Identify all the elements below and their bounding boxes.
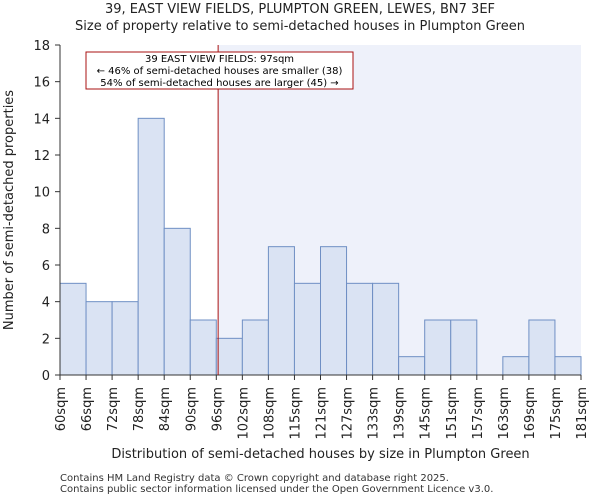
bar-145sqm: [424, 319, 452, 376]
x-tick-label: 181sqm: [575, 387, 590, 440]
bar-115sqm: [293, 282, 322, 376]
chart-title: 39, EAST VIEW FIELDS, PLUMPTON GREEN, LE…: [104, 2, 496, 17]
x-tick-label: 108sqm: [262, 387, 277, 440]
bar-72sqm: [111, 301, 139, 376]
x-tick-label: 163sqm: [497, 387, 512, 440]
x-tick-label: 66sqm: [80, 387, 95, 431]
y-tick-label: 0: [42, 369, 50, 384]
x-tick-label: 145sqm: [419, 387, 434, 440]
annotation-line-3: 54% of semi-detached houses are larger (…: [100, 78, 338, 89]
bar-163sqm: [502, 356, 530, 376]
x-tick-label: 121sqm: [315, 387, 330, 440]
y-tick-label: 6: [42, 259, 50, 274]
y-tick-label: 14: [33, 112, 50, 127]
x-tick-label: 151sqm: [445, 387, 460, 440]
footer-line-2: Contains public sector information licen…: [60, 484, 494, 495]
x-tick-label: 175sqm: [549, 387, 564, 440]
annotation-line-2: ← 46% of semi-detached houses are smalle…: [97, 66, 343, 77]
bar-66sqm: [85, 301, 113, 376]
x-tick-label: 139sqm: [393, 387, 408, 440]
bar-96sqm: [215, 337, 243, 376]
x-tick-label: 157sqm: [471, 387, 486, 440]
y-tick-label: 18: [33, 39, 50, 54]
x-tick-label: 90sqm: [184, 387, 199, 431]
bar-151sqm: [450, 319, 478, 376]
annotation-line-1: 39 EAST VIEW FIELDS: 97sqm: [145, 54, 294, 65]
y-axis-label: Number of semi-detached properties: [2, 90, 17, 330]
y-tick-label: 12: [33, 149, 50, 164]
x-tick-label: 127sqm: [341, 387, 356, 440]
bar-121sqm: [320, 246, 348, 376]
bar-102sqm: [241, 319, 269, 376]
x-tick-label: 96sqm: [210, 387, 225, 431]
annotation-box: [85, 51, 354, 90]
x-tick-label: 60sqm: [54, 387, 69, 431]
y-tick-label: 2: [42, 332, 50, 347]
y-tick-label: 10: [33, 186, 50, 201]
bar-90sqm: [189, 319, 217, 376]
x-tick-label: 78sqm: [132, 387, 147, 431]
bar-108sqm: [267, 246, 295, 376]
y-tick-label: 16: [33, 76, 50, 91]
bar-175sqm: [554, 356, 582, 376]
x-tick-label: 133sqm: [367, 387, 382, 440]
bar-133sqm: [372, 282, 400, 376]
x-tick-label: 102sqm: [236, 387, 251, 440]
y-tick-label: 8: [42, 222, 50, 237]
bar-139sqm: [398, 356, 426, 376]
bar-127sqm: [346, 282, 374, 376]
chart-subtitle: Size of property relative to semi-detach…: [75, 19, 525, 34]
bar-60sqm: [59, 282, 87, 376]
x-tick-label: 169sqm: [523, 387, 538, 440]
y-tick-label: 4: [42, 296, 50, 311]
x-tick-label: 72sqm: [106, 387, 121, 431]
x-tick-label: 115sqm: [288, 387, 303, 440]
bar-84sqm: [163, 227, 191, 376]
x-axis-label: Distribution of semi-detached houses by …: [111, 447, 529, 462]
x-tick-label: 84sqm: [158, 387, 173, 431]
footer-line-1: Contains HM Land Registry data © Crown c…: [60, 473, 449, 484]
bar-169sqm: [528, 319, 556, 376]
bar-78sqm: [137, 117, 165, 376]
